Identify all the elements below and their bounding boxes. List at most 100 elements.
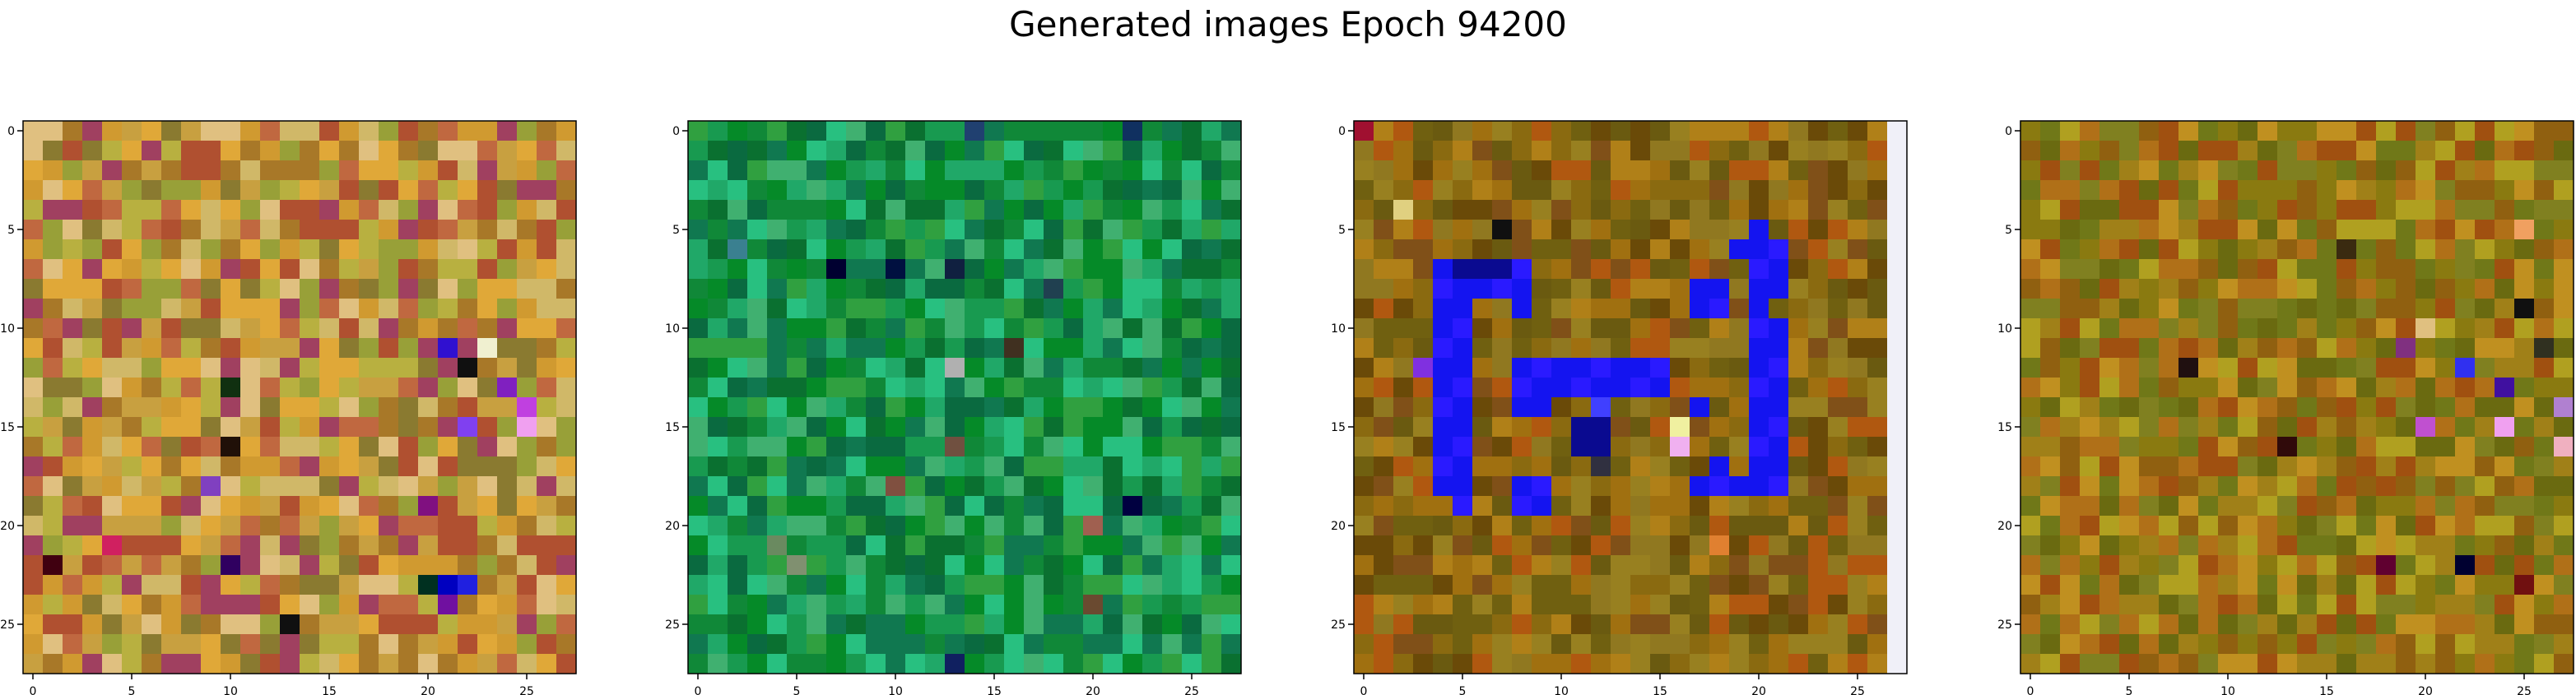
heatmap-cell: [747, 338, 768, 359]
heatmap-cell: [905, 555, 926, 576]
heatmap-cell: [379, 456, 399, 477]
x-tick-label: 5: [793, 685, 801, 695]
heatmap-cell: [1413, 358, 1434, 378]
heatmap-cell: [2416, 180, 2436, 201]
heatmap-cell: [688, 200, 709, 220]
heatmap-cell: [1848, 535, 1868, 556]
heatmap-cell: [2060, 634, 2081, 655]
heatmap-cell: [82, 654, 103, 674]
heatmap-cell: [2534, 456, 2555, 477]
heatmap-cell: [905, 200, 926, 220]
heatmap-cell: [1354, 397, 1374, 418]
heatmap-cell: [767, 417, 788, 438]
heatmap-cell: [1433, 654, 1453, 674]
heatmap-cell: [1887, 259, 1908, 280]
heatmap-cell: [1024, 200, 1044, 220]
heatmap-cell: [2455, 279, 2476, 299]
heatmap-cell: [2119, 535, 2140, 556]
heatmap-cell: [1650, 338, 1671, 359]
heatmap-cell: [984, 535, 1005, 556]
heatmap-cell: [1393, 259, 1414, 280]
heatmap-cell: [2060, 437, 2081, 457]
heatmap-cell: [1492, 239, 1513, 260]
heatmap-cell: [2099, 437, 2120, 457]
heatmap-cell: [1571, 220, 1592, 240]
heatmap-cell: [767, 456, 788, 477]
heatmap-cell: [2514, 634, 2535, 655]
heatmap-cell: [2514, 614, 2535, 635]
heatmap-cell: [1749, 259, 1769, 280]
heatmap-cell: [2554, 496, 2574, 517]
heatmap-cell: [1532, 516, 1552, 536]
heatmap-cell: [1004, 614, 1025, 635]
heatmap-cell: [1182, 121, 1202, 141]
heatmap-cell: [1769, 338, 1789, 359]
heatmap-cell: [517, 160, 537, 181]
heatmap-cell: [1083, 595, 1104, 615]
heatmap-cell: [1571, 121, 1592, 141]
heatmap-cell: [1024, 437, 1044, 457]
heatmap-cell: [240, 200, 261, 220]
heatmap-cell: [1433, 575, 1453, 595]
heatmap-cell: [2435, 318, 2456, 339]
heatmap-cell: [728, 555, 748, 576]
heatmap-cell: [2238, 160, 2258, 181]
heatmap-cell: [122, 279, 142, 299]
heatmap-cell: [1867, 595, 1888, 615]
heatmap-cell: [1591, 456, 1611, 477]
heatmap-cell: [2080, 121, 2100, 141]
heatmap-cell: [23, 279, 44, 299]
heatmap-cell: [2257, 180, 2278, 201]
heatmap-cell: [2218, 456, 2239, 477]
heatmap-cell: [1433, 200, 1453, 220]
heatmap-cell: [767, 141, 788, 161]
heatmap-cell: [181, 141, 202, 161]
heatmap-cell: [1063, 121, 1084, 141]
heatmap-cell: [1532, 200, 1552, 220]
heatmap-cell: [1650, 397, 1671, 418]
heatmap-cell: [1808, 200, 1829, 220]
heatmap-cell: [2554, 634, 2574, 655]
heatmap-cell: [2297, 299, 2318, 319]
heatmap-cell: [984, 595, 1005, 615]
heatmap-cell: [846, 180, 867, 201]
heatmap-cell: [280, 634, 300, 655]
heatmap-cell: [846, 535, 867, 556]
heatmap-cell: [1848, 200, 1868, 220]
heatmap-cell: [82, 318, 103, 339]
heatmap-cell: [398, 614, 419, 635]
heatmap-cell: [1828, 417, 1848, 438]
heatmap-cell: [1024, 535, 1044, 556]
heatmap-cell: [1690, 259, 1710, 280]
heatmap-cell: [2416, 200, 2436, 220]
heatmap-cell: [925, 417, 946, 438]
heatmap-cell: [418, 456, 439, 477]
heatmap-cell: [1492, 358, 1513, 378]
heatmap-cell: [1887, 141, 1908, 161]
heatmap-cell: [2080, 318, 2100, 339]
heatmap-cell: [1453, 121, 1473, 141]
heatmap-cell: [1354, 220, 1374, 240]
heatmap-cell: [2119, 614, 2140, 635]
heatmap-cell: [2435, 634, 2456, 655]
heatmap-cell: [925, 516, 946, 536]
heatmap-cell: [2534, 180, 2555, 201]
heatmap-cell: [82, 141, 103, 161]
heatmap-cell: [2040, 338, 2061, 359]
heatmap-cell: [2396, 555, 2416, 576]
heatmap-cell: [1611, 220, 1631, 240]
heatmap-cell: [2178, 476, 2199, 497]
heatmap-cell: [2396, 200, 2416, 220]
heatmap-cell: [1611, 160, 1631, 181]
heatmap-cell: [2554, 160, 2574, 181]
heatmap-cell: [2277, 575, 2298, 595]
heatmap-cell: [1512, 180, 1532, 201]
heatmap-cell: [688, 575, 709, 595]
heatmap-cell: [1024, 220, 1044, 240]
heatmap-cell: [23, 160, 44, 181]
heatmap-cell: [2139, 417, 2160, 438]
heatmap-cell: [319, 634, 340, 655]
heatmap-cell: [1512, 595, 1532, 615]
heatmap-cell: [2277, 180, 2298, 201]
heatmap-cell: [1788, 397, 1809, 418]
